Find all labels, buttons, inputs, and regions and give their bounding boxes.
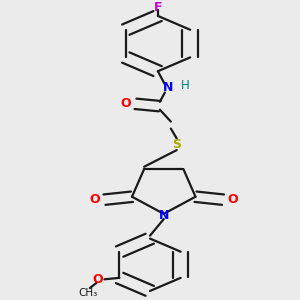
Text: N: N	[163, 81, 173, 94]
Text: S: S	[172, 138, 181, 152]
Text: O: O	[120, 97, 131, 110]
Text: F: F	[154, 1, 162, 14]
Text: O: O	[92, 273, 103, 286]
Text: CH₃: CH₃	[78, 288, 98, 298]
Text: O: O	[89, 193, 100, 206]
Text: H: H	[181, 79, 190, 92]
Text: N: N	[159, 209, 169, 222]
Text: O: O	[227, 193, 238, 206]
